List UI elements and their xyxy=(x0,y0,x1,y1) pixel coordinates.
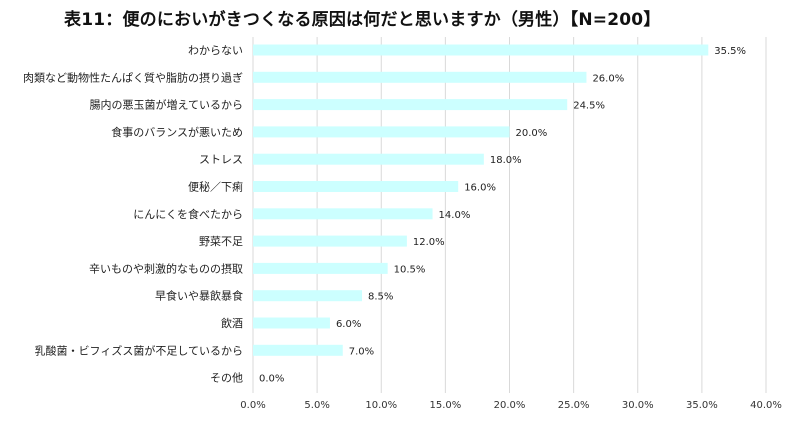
value-label: 10.5% xyxy=(394,264,426,275)
value-label: 24.5% xyxy=(573,101,605,112)
category-label: 辛いものや刺激的なものの摂取 xyxy=(89,261,243,275)
chart-title: 表11：便のにおいがきつくなる原因は何だと思いますか（男性）【N=200】 xyxy=(64,10,661,30)
bar xyxy=(253,99,568,111)
category-label: 野菜不足 xyxy=(199,235,243,248)
category-label: 早食いや暴飲暴食 xyxy=(155,289,243,303)
value-label: 26.0% xyxy=(592,73,624,84)
bar xyxy=(253,208,433,220)
x-axis-ticks: 0.0% 5.0% 10.0% 15.0% 20.0% 25.0% 30.0% 35.0% 40… xyxy=(240,400,782,411)
category-label: 肉類など動物性たんぱく質や脂肪の摂り過ぎ xyxy=(23,70,243,84)
x-tick-label: 35.0% xyxy=(686,400,718,411)
bar xyxy=(253,317,330,329)
category-label: 便秘／下痢 xyxy=(188,180,243,194)
value-label: 12.0% xyxy=(413,237,445,248)
x-tick-label: 10.0% xyxy=(365,400,397,411)
category-label: その他 xyxy=(210,372,243,385)
bar xyxy=(253,344,343,356)
bar xyxy=(253,44,709,56)
value-label: 0.0% xyxy=(259,374,284,385)
value-label: 8.5% xyxy=(368,292,393,303)
value-label: 18.0% xyxy=(490,155,522,166)
category-label: にんにくを食べたから xyxy=(133,207,243,221)
value-label: 6.0% xyxy=(336,319,361,330)
category-label: 食事のバランスが悪いため xyxy=(111,125,243,139)
x-tick-label: 25.0% xyxy=(558,400,590,411)
x-tick-label: 20.0% xyxy=(494,400,526,411)
value-label: 35.5% xyxy=(714,46,746,57)
bar xyxy=(253,126,510,138)
bar xyxy=(253,290,363,302)
x-tick-label: 40.0% xyxy=(750,400,782,411)
value-label: 7.0% xyxy=(349,346,374,357)
category-label: 腸内の悪玉菌が増えているから xyxy=(90,98,243,112)
x-tick-label: 5.0% xyxy=(304,400,329,411)
value-labels: 35.5% 26.0% 24.5% 20.0% 18.0% 16.0% 14.0% 12.0%… xyxy=(259,46,746,385)
category-label: 飲酒 xyxy=(221,316,243,330)
category-label: わからない xyxy=(188,44,243,57)
category-label: 乳酸菌・ビフィズス菌が不足しているから xyxy=(35,343,243,357)
bar xyxy=(253,235,407,247)
value-label: 14.0% xyxy=(439,210,471,221)
bar xyxy=(253,153,484,165)
bars xyxy=(253,44,709,356)
bar xyxy=(253,181,459,192)
bar xyxy=(253,262,388,274)
x-tick-label: 0.0% xyxy=(240,400,265,411)
value-label: 16.0% xyxy=(464,183,496,194)
category-labels: わからない肉類など動物性たんぱく質や脂肪の摂り過ぎ腸内の悪玉菌が増えているから食… xyxy=(23,44,243,385)
value-label: 20.0% xyxy=(516,128,548,139)
bar xyxy=(253,71,587,83)
x-tick-label: 30.0% xyxy=(622,400,654,411)
category-label: ストレス xyxy=(199,153,243,166)
x-tick-label: 15.0% xyxy=(429,400,461,411)
